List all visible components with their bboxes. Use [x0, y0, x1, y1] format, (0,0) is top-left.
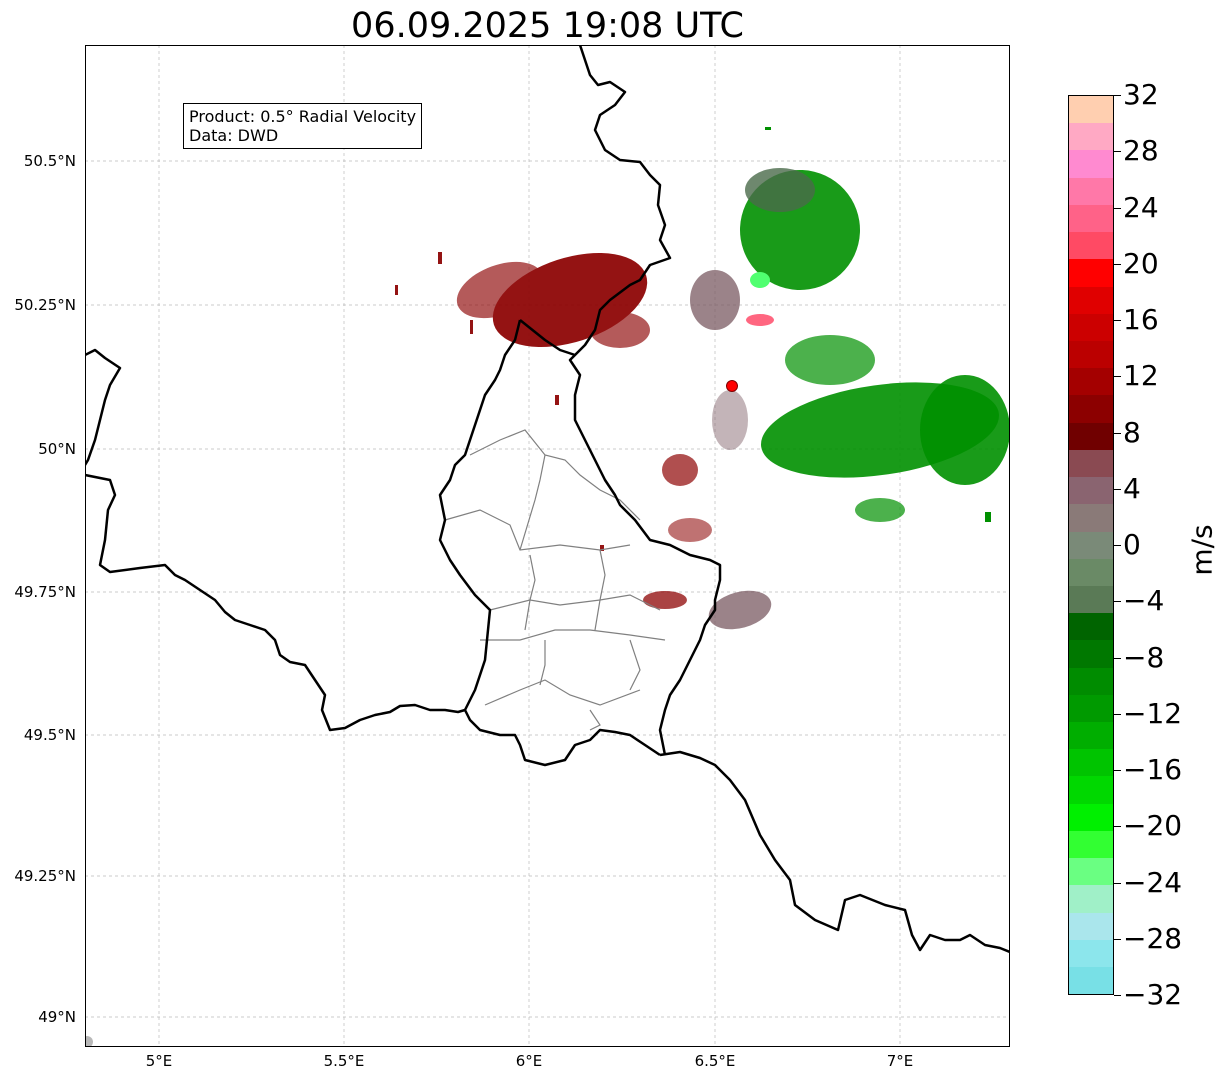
- colorbar-tick-mark: [1114, 151, 1121, 153]
- colorbar-tick-label: −24: [1123, 865, 1183, 899]
- colorbar-segment: [1069, 368, 1113, 396]
- colorbar-tick-label: 24: [1123, 190, 1159, 224]
- lat-label-49-5: 49.5°N: [23, 726, 76, 744]
- colorbar-segment: [1069, 313, 1113, 341]
- colorbar-segment: [1069, 340, 1113, 369]
- colorbar-segment: [1069, 585, 1113, 614]
- colorbar-segment: [1069, 803, 1113, 831]
- colorbar-tick-mark: [1114, 488, 1121, 490]
- colorbar-segment: [1069, 776, 1113, 804]
- lat-label-49-75: 49.75°N: [14, 583, 76, 601]
- colorbar-segment: [1069, 858, 1113, 886]
- colorbar-segment: [1069, 667, 1113, 695]
- colorbar-segment: [1069, 912, 1113, 940]
- lat-label-50-5: 50.5°N: [23, 152, 76, 170]
- velocity-echoes-pink: [746, 314, 774, 326]
- district-borders: [444, 429, 666, 731]
- lat-label-50-25: 50.25°N: [14, 296, 76, 314]
- colorbar-segment: [1069, 449, 1113, 478]
- colorbar-tick-mark: [1114, 882, 1121, 884]
- colorbar-segment: [1069, 259, 1113, 287]
- country-borders: [86, 46, 1009, 953]
- colorbar-tick-label: 12: [1123, 359, 1159, 393]
- colorbar-segment: [1069, 967, 1113, 995]
- colorbar-segment: [1069, 177, 1113, 205]
- lon-label-5-5: 5.5°E: [323, 1052, 365, 1070]
- colorbar-tick-mark: [1114, 657, 1121, 659]
- velocity-colorbar: [1068, 95, 1114, 995]
- colorbar-segment: [1069, 830, 1113, 859]
- radar-map[interactable]: Product: 0.5° Radial Velocity Data: DWD: [85, 45, 1010, 1047]
- colorbar-segment: [1069, 531, 1113, 559]
- colorbar-segment: [1069, 613, 1113, 641]
- colorbar-tick-label: 0: [1123, 528, 1141, 561]
- lat-label-49: 49°N: [38, 1008, 76, 1026]
- lon-label-6-5: 6.5°E: [694, 1052, 736, 1070]
- lat-label-50: 50°N: [38, 440, 76, 458]
- data-source-label: Data: DWD: [189, 126, 279, 145]
- velocity-echoes-approaching: [740, 127, 1009, 522]
- colorbar-tick-label: 28: [1123, 134, 1159, 168]
- colorbar-tick-label: −4: [1123, 584, 1165, 618]
- colorbar-tick-label: 8: [1123, 415, 1141, 449]
- colorbar-tick-mark: [1114, 601, 1121, 603]
- colorbar-tick-mark: [1114, 376, 1121, 378]
- colorbar-tick-mark: [1114, 263, 1121, 265]
- colorbar-segment: [1069, 395, 1113, 423]
- colorbar-tick-label: 32: [1123, 78, 1159, 111]
- colorbar-tick-mark: [1114, 95, 1121, 96]
- colorbar-tick-mark: [1114, 207, 1121, 209]
- colorbar-tick-mark: [1114, 995, 1121, 996]
- colorbar-tick-label: −28: [1123, 921, 1183, 955]
- colorbar-tick-label: 16: [1123, 303, 1159, 336]
- colorbar-segment: [1069, 694, 1113, 723]
- colorbar-segment: [1069, 150, 1113, 178]
- colorbar-segment: [1069, 422, 1113, 450]
- product-info-box: Product: 0.5° Radial Velocity Data: DWD: [183, 103, 423, 149]
- colorbar-segment: [1069, 558, 1113, 586]
- map-canvas: [86, 46, 1009, 1046]
- map-title: 06.09.2025 19:08 UTC: [351, 6, 744, 46]
- lon-label-7: 7°E: [886, 1052, 914, 1070]
- lon-label-5: 5°E: [145, 1052, 173, 1070]
- colorbar-segment: [1069, 640, 1113, 668]
- colorbar-tick-mark: [1114, 938, 1121, 940]
- colorbar-segment: [1069, 204, 1113, 233]
- colorbar-tick-mark: [1114, 713, 1121, 715]
- colorbar-tick-label: 4: [1123, 471, 1141, 505]
- colorbar-segment: [1069, 123, 1113, 151]
- colorbar-tick-label: −16: [1123, 753, 1183, 786]
- colorbar-segment: [1069, 885, 1113, 913]
- colorbar-tick-label: −20: [1123, 809, 1183, 843]
- velocity-echoes-near-zero: [690, 270, 772, 630]
- colorbar-tick-label: −8: [1123, 640, 1165, 674]
- colorbar-unit-label: m/s: [1185, 520, 1219, 580]
- product-label: Product: 0.5° Radial Velocity: [189, 107, 417, 126]
- colorbar-tick-label: −12: [1123, 696, 1183, 730]
- lat-label-49-25: 49.25°N: [14, 867, 76, 885]
- radar-site-marker: [726, 380, 738, 392]
- colorbar-tick-label: −32: [1123, 978, 1183, 1011]
- colorbar-unit-text: m/s: [1185, 524, 1219, 576]
- colorbar-tick-mark: [1114, 432, 1121, 434]
- colorbar-segment: [1069, 722, 1113, 750]
- colorbar-segment: [1069, 286, 1113, 314]
- colorbar-tick-mark: [1114, 770, 1121, 771]
- lon-label-6: 6°E: [515, 1052, 543, 1070]
- colorbar-segment: [1069, 96, 1113, 124]
- colorbar-tick-mark: [1114, 826, 1121, 828]
- colorbar-tick-mark: [1114, 545, 1121, 546]
- colorbar-tick-mark: [1114, 320, 1121, 321]
- colorbar-segment: [1069, 939, 1113, 967]
- velocity-echoes-receding: [395, 252, 712, 609]
- colorbar-segment: [1069, 749, 1113, 777]
- colorbar-tick-label: 20: [1123, 246, 1159, 280]
- colorbar-segment: [1069, 477, 1113, 505]
- colorbar-segment: [1069, 232, 1113, 260]
- colorbar-segment: [1069, 504, 1113, 532]
